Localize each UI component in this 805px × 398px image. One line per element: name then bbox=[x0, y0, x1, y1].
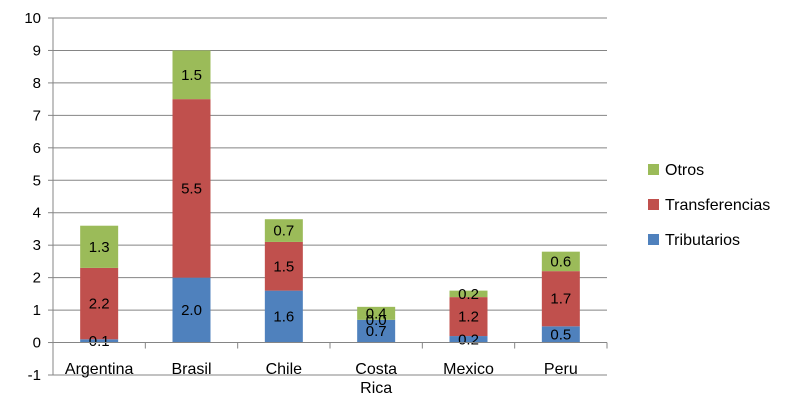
legend-label: Tributarios bbox=[665, 232, 740, 249]
bar-transferencias-4 bbox=[449, 297, 488, 337]
data-label: 1.2 bbox=[458, 309, 479, 326]
data-label: 1.7 bbox=[550, 291, 571, 308]
y-tick-label: 7 bbox=[33, 107, 41, 124]
y-tick-label: 8 bbox=[33, 75, 41, 92]
category-label: Chile bbox=[266, 361, 303, 378]
y-tick-label: 1 bbox=[33, 302, 41, 319]
legend-label: Transferencias bbox=[665, 197, 770, 214]
bar-tributarios-3 bbox=[357, 319, 396, 343]
legend-label: Otros bbox=[665, 162, 704, 179]
bar-tributarios-4 bbox=[449, 336, 488, 343]
bars bbox=[80, 50, 580, 343]
category-label: Peru bbox=[544, 361, 578, 378]
bar-otros-5 bbox=[541, 251, 580, 272]
bar-tributarios-5 bbox=[541, 326, 580, 343]
data-label: 1.5 bbox=[181, 67, 202, 84]
bar-otros-2 bbox=[264, 219, 303, 242]
y-tick-label: 10 bbox=[24, 10, 41, 27]
data-label: 0.2 bbox=[458, 286, 479, 303]
bar-transferencias-5 bbox=[541, 271, 580, 327]
data-label: 1.6 bbox=[273, 309, 294, 326]
category-label: Brasil bbox=[171, 361, 211, 378]
category-label: Mexico bbox=[443, 361, 494, 378]
y-tick-label: 3 bbox=[33, 237, 41, 254]
data-labels: 0.12.21.32.05.51.51.61.50.70.70.00.40.21… bbox=[89, 67, 572, 350]
legend-swatch bbox=[648, 164, 659, 175]
data-label: 0.2 bbox=[458, 331, 479, 348]
y-tick-label: 4 bbox=[33, 205, 41, 222]
data-label: 0.0 bbox=[366, 312, 387, 329]
bar-otros-3 bbox=[357, 306, 396, 320]
legend-swatch bbox=[648, 199, 659, 210]
legend: Otros Transferencias Tributarios bbox=[648, 162, 770, 249]
bar-tributarios-1 bbox=[172, 277, 211, 343]
y-axis: -1 0 1 2 3 4 5 6 7 8 9 10 bbox=[24, 10, 54, 384]
bar-otros-0 bbox=[80, 225, 119, 268]
bar-transferencias-1 bbox=[172, 99, 211, 278]
category-label: Rica bbox=[360, 380, 392, 397]
y-tick-label: 2 bbox=[33, 270, 41, 287]
data-label: 1.3 bbox=[89, 239, 110, 256]
bar-tributarios-0 bbox=[80, 339, 119, 343]
y-tick-label: 5 bbox=[33, 172, 41, 189]
category-label: Argentina bbox=[65, 361, 134, 378]
y-tick-label: 9 bbox=[33, 42, 41, 59]
data-label: 0.6 bbox=[550, 253, 571, 270]
data-label: 0.1 bbox=[89, 333, 110, 350]
bar-otros-1 bbox=[172, 50, 211, 100]
data-label: 2.0 bbox=[181, 302, 202, 319]
data-label: 0.7 bbox=[366, 323, 387, 340]
y-tick-label: 0 bbox=[33, 335, 41, 352]
data-label: 0.5 bbox=[550, 326, 571, 343]
gridlines bbox=[53, 17, 607, 376]
bar-tributarios-2 bbox=[264, 290, 303, 343]
data-label: 5.5 bbox=[181, 180, 202, 197]
data-label: 0.4 bbox=[366, 305, 387, 322]
legend-swatch bbox=[648, 234, 659, 245]
bar-otros-4 bbox=[449, 290, 488, 298]
y-tick-label: -1 bbox=[28, 367, 41, 384]
data-label: 0.7 bbox=[273, 223, 294, 240]
bar-transferencias-0 bbox=[80, 267, 119, 340]
y-tick-label: 6 bbox=[33, 140, 41, 157]
bar-transferencias-2 bbox=[264, 241, 303, 291]
x-axis: Argentina Brasil Chile Costa Rica Mexico Peru bbox=[52, 342, 608, 397]
data-label: 1.5 bbox=[273, 258, 294, 275]
data-label: 2.2 bbox=[89, 296, 110, 313]
category-label: Costa bbox=[355, 361, 397, 378]
